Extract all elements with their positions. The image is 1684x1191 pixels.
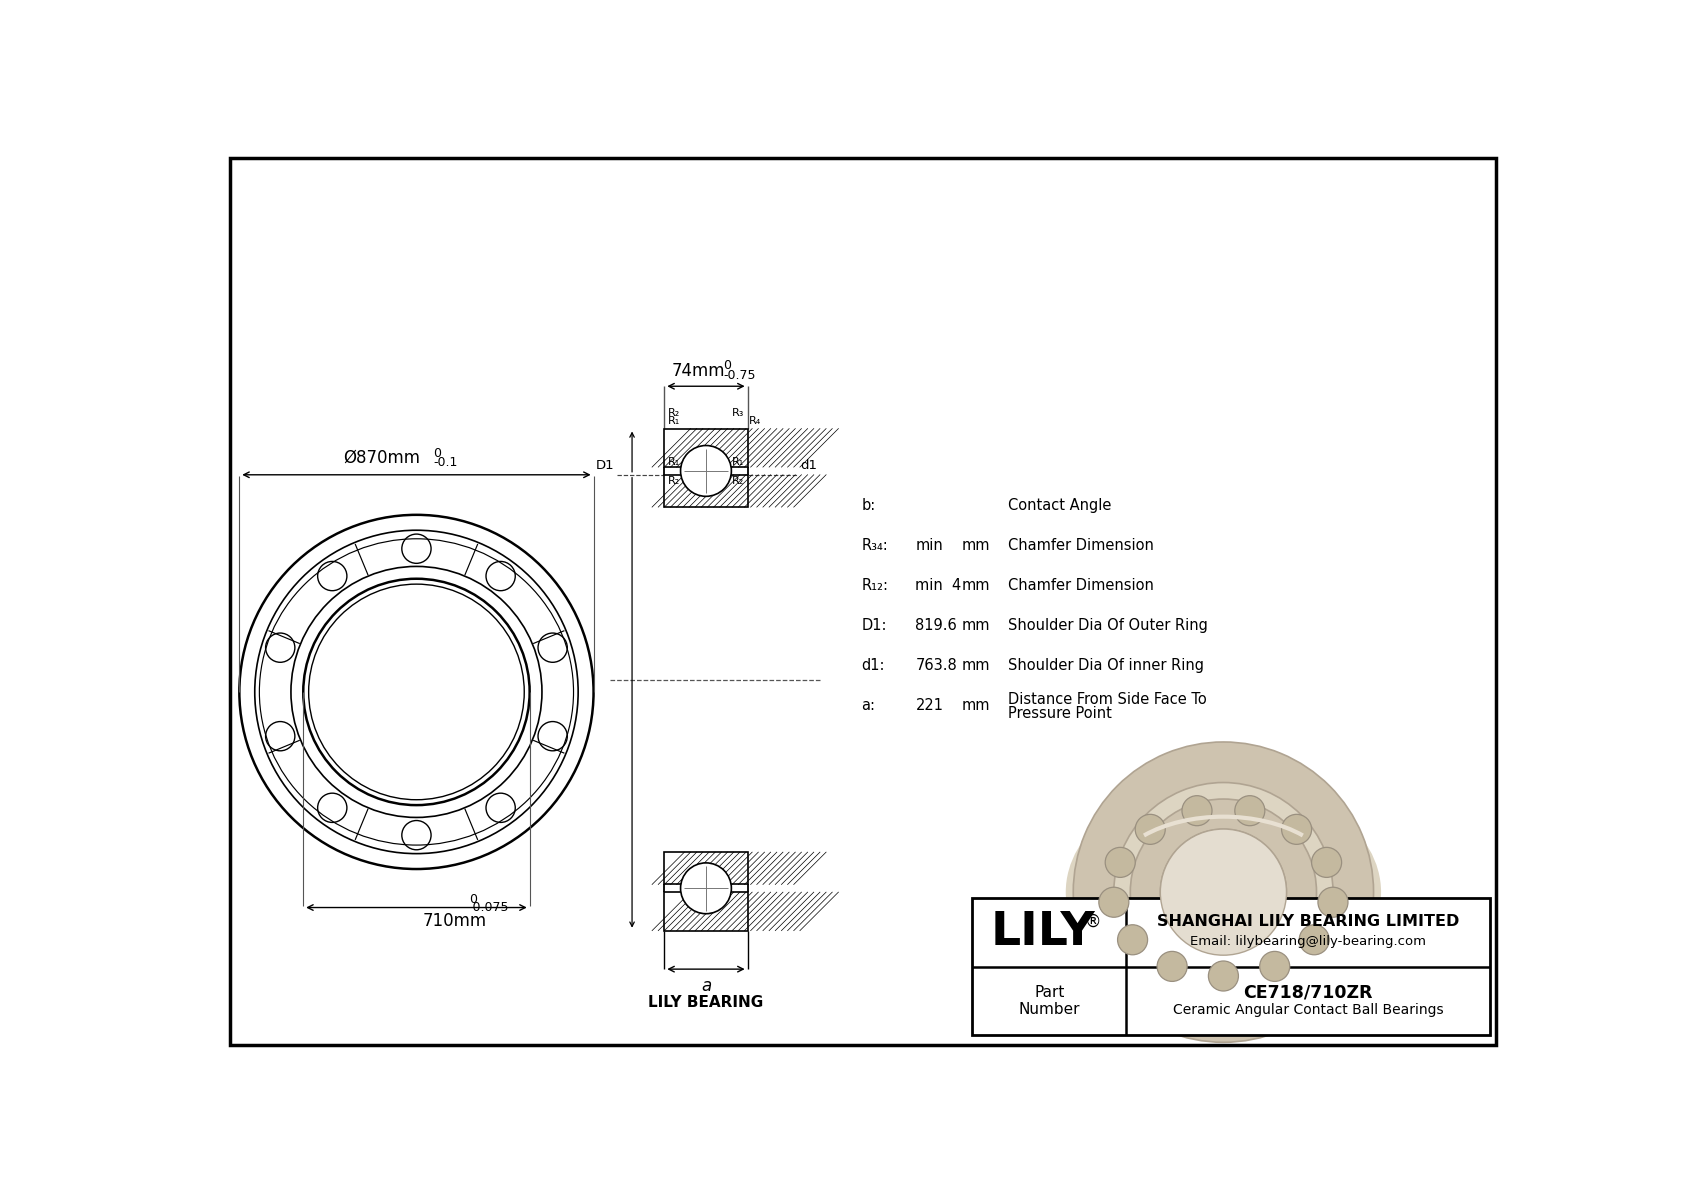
Text: Email: lilybearing@lily-bearing.com: Email: lilybearing@lily-bearing.com: [1191, 935, 1426, 948]
Text: mm: mm: [962, 538, 990, 553]
Circle shape: [1260, 952, 1290, 981]
Text: 819.6: 819.6: [916, 618, 957, 634]
Text: mm: mm: [962, 698, 990, 713]
Circle shape: [1182, 796, 1212, 825]
Bar: [972, 898, 1490, 1035]
Circle shape: [1282, 815, 1312, 844]
Circle shape: [1135, 815, 1165, 844]
Text: ®: ®: [1084, 912, 1101, 931]
Circle shape: [1100, 887, 1128, 917]
Text: b:: b:: [862, 498, 876, 513]
Text: b: b: [716, 463, 724, 476]
Text: 0: 0: [722, 360, 731, 373]
Text: min: min: [916, 538, 943, 553]
Text: Distance From Side Face To: Distance From Side Face To: [1007, 692, 1206, 707]
Text: 763.8: 763.8: [916, 659, 957, 673]
Ellipse shape: [1066, 779, 1381, 1005]
Text: LILY: LILY: [990, 910, 1096, 955]
Text: D1:: D1:: [862, 618, 887, 634]
Circle shape: [1105, 847, 1135, 878]
Text: R₃: R₃: [733, 407, 744, 418]
Text: Pressure Point: Pressure Point: [1007, 706, 1111, 721]
Text: -0.1: -0.1: [433, 456, 458, 468]
Text: 0: 0: [433, 447, 441, 460]
Circle shape: [680, 445, 731, 497]
Text: LILY BEARING: LILY BEARING: [648, 996, 763, 1010]
Text: Chamfer Dimension: Chamfer Dimension: [1007, 538, 1154, 553]
Text: 74mm: 74mm: [672, 362, 726, 380]
Text: SHANGHAI LILY BEARING LIMITED: SHANGHAI LILY BEARING LIMITED: [1157, 915, 1460, 929]
Text: d1: d1: [800, 460, 817, 473]
Text: Shoulder Dia Of inner Ring: Shoulder Dia Of inner Ring: [1007, 659, 1204, 673]
Bar: [665, 475, 748, 507]
Circle shape: [680, 863, 731, 913]
Text: -0.075: -0.075: [468, 902, 509, 915]
Text: R₁: R₁: [667, 417, 680, 426]
Text: Contact Angle: Contact Angle: [1007, 498, 1111, 513]
Circle shape: [1209, 961, 1238, 991]
Text: min  4: min 4: [916, 578, 962, 593]
Circle shape: [1312, 847, 1342, 878]
Circle shape: [1234, 796, 1265, 825]
Text: Ø870mm: Ø870mm: [344, 449, 421, 467]
Text: R₁₂:: R₁₂:: [862, 578, 889, 593]
Text: 221: 221: [916, 698, 943, 713]
Text: Ceramic Angular Contact Ball Bearings: Ceramic Angular Contact Ball Bearings: [1172, 1003, 1443, 1017]
Text: R₂: R₂: [667, 476, 680, 486]
Circle shape: [1160, 829, 1287, 955]
Text: -0.75: -0.75: [722, 369, 756, 381]
Text: R₄: R₄: [749, 417, 761, 426]
Circle shape: [1157, 952, 1187, 981]
Text: mm: mm: [962, 618, 990, 634]
Bar: [665, 429, 748, 467]
Text: Shoulder Dia Of Outer Ring: Shoulder Dia Of Outer Ring: [1007, 618, 1207, 634]
Circle shape: [1300, 924, 1329, 955]
Text: mm: mm: [962, 659, 990, 673]
Text: Part
Number: Part Number: [1019, 985, 1079, 1017]
Text: CE718/710ZR: CE718/710ZR: [1243, 984, 1372, 1002]
Wedge shape: [1130, 799, 1317, 985]
Text: R₁: R₁: [667, 457, 680, 467]
Bar: [665, 852, 748, 885]
Wedge shape: [1073, 742, 1374, 1042]
Text: d1:: d1:: [862, 659, 886, 673]
Text: 710mm: 710mm: [423, 912, 487, 930]
Circle shape: [1118, 924, 1147, 955]
Circle shape: [1319, 887, 1347, 917]
Text: a:: a:: [862, 698, 876, 713]
Text: a: a: [701, 977, 711, 994]
Text: R₃₄:: R₃₄:: [862, 538, 887, 553]
Text: Chamfer Dimension: Chamfer Dimension: [1007, 578, 1154, 593]
Text: mm: mm: [962, 578, 990, 593]
Text: 0: 0: [468, 893, 477, 906]
Text: R₂: R₂: [733, 476, 744, 486]
Bar: [665, 892, 748, 930]
Text: D1: D1: [596, 460, 615, 473]
Text: R₁: R₁: [733, 457, 744, 467]
Text: R₂: R₂: [667, 407, 680, 418]
